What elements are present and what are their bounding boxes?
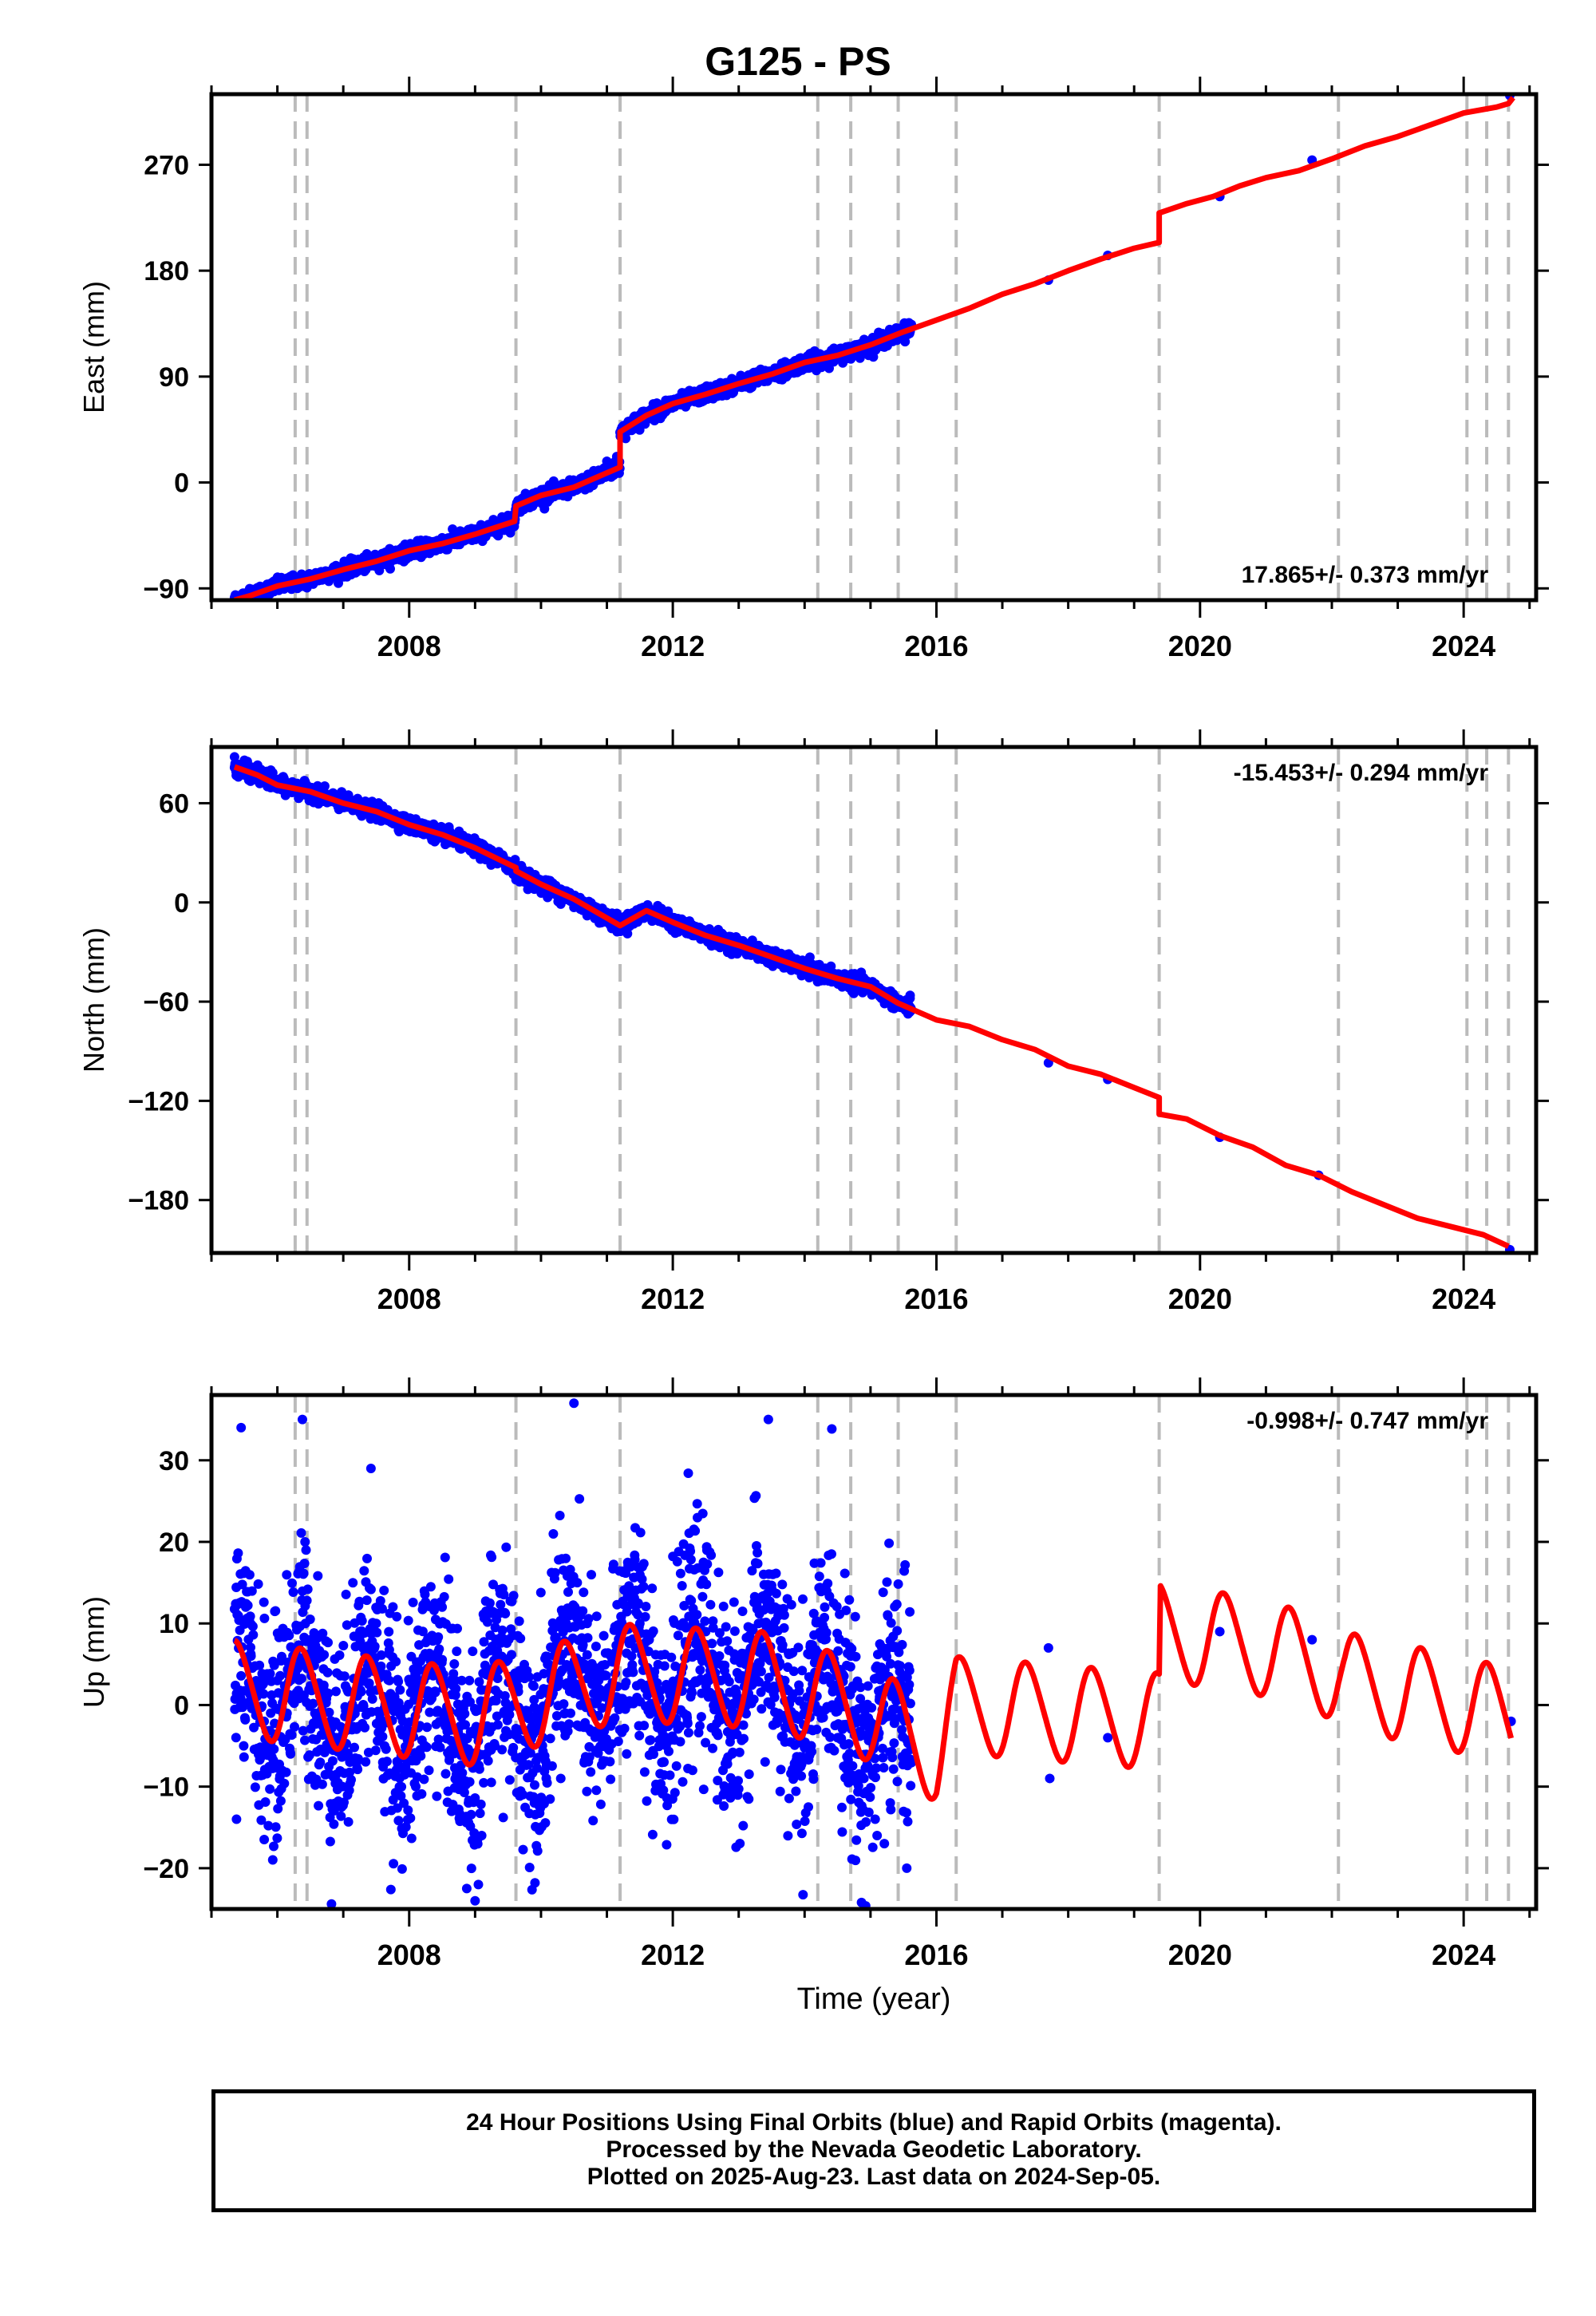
data-point [529,884,539,895]
data-point [622,928,633,939]
x-tick-label: 2020 [1168,630,1232,662]
plot-area [229,94,1515,611]
plot-area [229,1395,1516,1909]
model-line [233,764,1510,1249]
data-point [248,1630,259,1640]
data-point [265,1669,275,1679]
data-point [256,1815,267,1825]
data-point [233,602,243,611]
data-point [503,510,513,520]
rate-annotation: 17.865+/- 0.373 mm/yr [1242,562,1489,588]
y-tick-label: 90 [159,362,189,393]
data-point [247,1586,257,1596]
data-point [279,773,289,784]
x-tick-label: 2008 [377,1282,441,1315]
data-point [255,1660,265,1670]
data-point [229,752,239,762]
data-point [319,781,330,791]
data-point [582,911,592,921]
y-tick-label: 0 [174,888,189,919]
y-tick-label: 0 [174,468,189,499]
data-point [259,1597,269,1607]
x-tick-label: 2012 [641,1282,705,1315]
y-tick-label: −60 [143,987,189,1018]
y-tick-label: −180 [128,1186,189,1216]
data-point [247,1621,258,1631]
data-point [602,456,612,467]
x-tick-label: 2020 [1168,1282,1232,1315]
y-tick-label: −90 [143,574,189,604]
daily-positions [229,1424,916,1909]
daily-positions [229,757,916,1019]
data-point [569,902,579,912]
data-point [464,524,474,535]
data-point [555,899,566,909]
data-point [450,528,460,538]
plot-area [229,747,1515,1253]
data-point [905,993,915,1003]
y-axis-label: East (mm) [77,281,110,413]
data-point [253,1579,263,1589]
data-point [543,892,553,903]
data-point [266,765,276,776]
data-point [250,1782,260,1792]
data-point [510,855,520,865]
data-point [239,1752,249,1762]
data-point [233,1548,243,1559]
y-tick-label: 60 [159,788,189,819]
y-tick-label: −120 [128,1086,189,1117]
data-point [900,337,911,347]
data-point [589,465,599,476]
panel-2: −180 −120 −60 0 60 2008 2012 2016 2020 2024 North … [77,729,1549,1315]
data-point [239,755,250,765]
data-point [249,1722,259,1733]
x-tick-label: 2024 [1432,1282,1495,1315]
data-point [259,1613,270,1623]
y-tick-label: 180 [144,256,189,287]
data-point [826,961,836,971]
x-tick-label: 2016 [904,630,968,662]
panel-1: −90 0 90 180 270 2008 2012 2016 2020 2024 East (mm… [77,77,1549,662]
data-point [259,1689,269,1699]
data-point [252,760,263,770]
data-point [240,1714,251,1725]
model-line [233,96,1515,600]
plot-frame [209,92,1539,603]
data-point [244,1570,255,1580]
data-point [239,1741,249,1751]
data-point [259,1835,270,1844]
data-point [260,1797,271,1807]
plot-frame [209,745,1539,1255]
rate-annotation: -15.453+/- 0.294 mm/yr [1234,760,1489,786]
data-point [236,1670,247,1681]
y-tick-label: 270 [144,150,189,180]
data-point [265,1784,275,1794]
data-point [241,602,251,611]
data-point [263,1820,274,1831]
x-tick-label: 2024 [1432,630,1495,662]
y-axis-label: North (mm) [77,927,110,1073]
data-point [245,1611,255,1622]
x-tick-label: 2008 [377,630,441,662]
x-tick-label: 2016 [904,1282,968,1315]
data-point [237,1579,247,1590]
data-point [231,1733,241,1743]
x-tick-label: 2012 [641,630,705,662]
